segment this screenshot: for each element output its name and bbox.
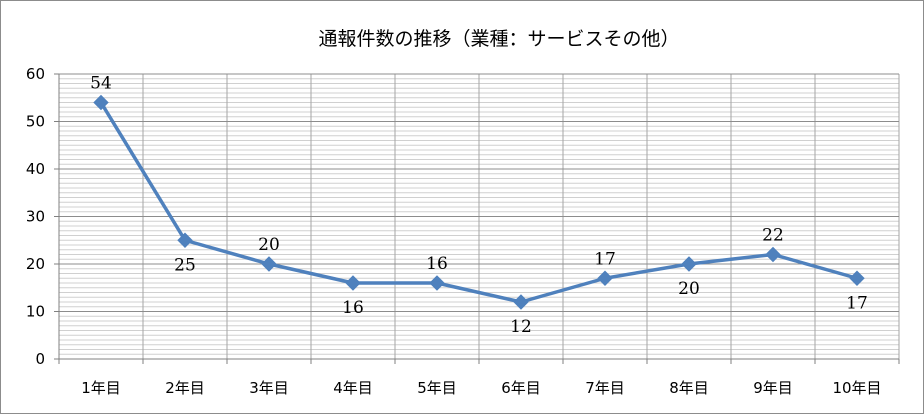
data-label: 20: [678, 279, 700, 299]
data-point-marker: [765, 246, 781, 263]
chart-title: 通報件数の推移（業種：サービスその他）: [318, 28, 679, 50]
y-tick-label: 30: [26, 208, 45, 226]
x-axis-tick-labels: 1年目 2年目 3年目 4年目 5年目 6年目 7年目 8年目 9年目 10年目: [81, 379, 881, 397]
data-label: 20: [258, 235, 280, 255]
x-tick-label: 4年目: [333, 379, 373, 397]
y-tick-label: 40: [26, 160, 45, 178]
series-line: [99, 101, 858, 304]
data-point-marker: [513, 294, 529, 310]
x-tick-label: 7年目: [585, 379, 625, 397]
x-tick-label: 6年目: [501, 379, 541, 397]
data-label: 22: [762, 226, 784, 246]
x-tick-label: 1年目: [81, 379, 121, 397]
data-label: 54: [90, 74, 112, 94]
data-point-marker: [261, 256, 277, 272]
data-point-marker: [849, 270, 865, 286]
axes: [54, 73, 900, 364]
y-tick-label: 10: [26, 303, 45, 321]
y-tick-label: 50: [26, 113, 45, 131]
data-label: 25: [174, 255, 196, 275]
x-tick-label: 2年目: [165, 379, 205, 397]
data-label: 17: [846, 293, 868, 313]
data-label: 16: [426, 254, 448, 274]
data-label: 17: [594, 249, 616, 269]
x-tick-label: 8年目: [669, 379, 709, 397]
y-axis-tick-labels: 0 10 20 30 40 50 60: [26, 65, 45, 368]
x-tick-label: 3年目: [249, 379, 289, 397]
data-point-marker: [93, 94, 109, 111]
data-point-marker: [177, 232, 193, 248]
data-point-marker: [681, 256, 697, 272]
y-tick-label: 60: [26, 65, 45, 83]
y-tick-label: 0: [35, 350, 45, 368]
grid: [58, 73, 900, 360]
series: [93, 94, 865, 310]
x-tick-label: 5年目: [417, 379, 457, 397]
x-tick-label: 9年目: [753, 379, 793, 397]
data-label: 16: [342, 298, 364, 318]
x-tick-label: 10年目: [832, 379, 881, 397]
y-tick-label: 20: [26, 255, 45, 273]
data-label: 12: [510, 317, 532, 337]
data-point-marker: [597, 270, 613, 286]
data-point-marker: [345, 275, 361, 291]
data-point-marker: [429, 275, 445, 291]
data-labels: 54 25 20 16 16 12 17 20 22 17: [90, 74, 868, 338]
